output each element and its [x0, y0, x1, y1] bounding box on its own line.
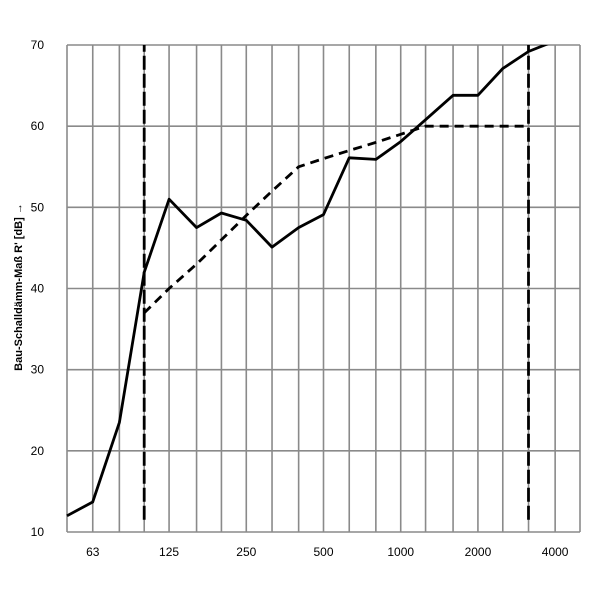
y-tick-label: 40	[31, 282, 45, 296]
x-tick-label: 250	[236, 545, 256, 559]
x-tick-label: 125	[159, 545, 179, 559]
measured-curve-line	[66, 45, 549, 518]
series-layer	[66, 45, 549, 520]
x-tick-label: 4000	[542, 545, 569, 559]
x-tick-label: 63	[86, 545, 100, 559]
y-tick-label: 60	[31, 119, 45, 133]
x-tick-label: 2000	[465, 545, 492, 559]
x-tick-label: 1000	[387, 545, 414, 559]
y-tick-label: 10	[31, 525, 45, 539]
y-tick-label: 70	[31, 38, 45, 52]
x-tick-label: 500	[313, 545, 333, 559]
y-tick-label: 20	[31, 444, 45, 458]
x-tick-labels: 63 125 250 500 1000 2000 4000	[86, 545, 569, 559]
reference-curve-line	[143, 124, 529, 314]
grid	[66, 44, 581, 533]
y-tick-labels: 10 20 30 40 50 60 70	[31, 38, 45, 539]
y-tick-label: 50	[31, 200, 45, 214]
y-axis-label: Bau-Schalldämm-Maß R' [dB] →	[13, 203, 25, 371]
y-tick-label: 30	[31, 363, 45, 377]
